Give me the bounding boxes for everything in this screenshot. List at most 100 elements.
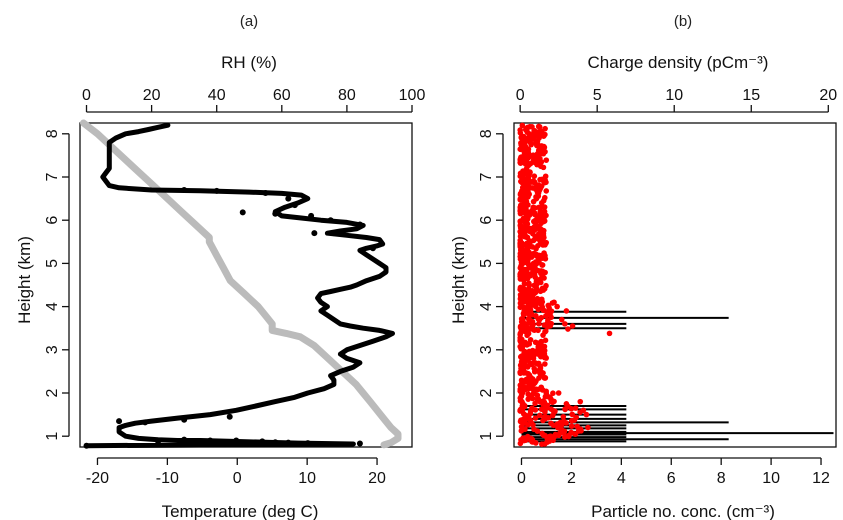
bottom-axis-tick-label: -20 [86,470,109,487]
charge-density-point [535,142,542,149]
charge-density-point [558,427,565,434]
bottom-axis-tick-label: 10 [762,470,780,487]
charge-density-point [550,390,556,397]
charge-density-point [533,253,540,259]
charge-density-point [533,285,540,292]
charge-density-point [526,138,533,145]
charge-density-point [528,264,535,271]
charge-density-point [541,375,548,381]
charge-density-point [577,398,584,405]
charge-density-point [533,281,539,288]
rh-point [308,212,315,219]
panel-a-label: (a) [240,13,258,30]
charge-density-point [531,179,538,185]
panel-a: (a) RH (%) Temperature (deg C) Height (k… [15,13,425,520]
charge-density-point [530,198,537,205]
charge-density-point [539,273,546,279]
charge-density-point [529,124,535,130]
charge-density-point [538,159,545,165]
charge-density-point [519,386,525,393]
panel-b-bottom-axis: 0 2 4 6 8 10 12 [517,457,830,487]
charge-density-point [539,262,546,268]
charge-density-point [551,299,557,306]
charge-density-point [540,432,547,439]
charge-density-point [540,332,546,338]
charge-density-point [568,423,575,429]
charge-density-point [519,343,526,349]
charge-density-point [539,268,546,275]
y-axis-tick-label: 1 [478,432,495,441]
charge-density-point [568,405,575,412]
charge-density-point [551,409,557,416]
charge-density-point [563,401,570,407]
charge-density-point [517,219,524,226]
charge-density-point [542,361,548,367]
charge-density-point [518,303,525,309]
top-axis-tick-label: 20 [143,87,161,104]
charge-density-point [517,233,524,240]
charge-density-point [542,393,549,400]
rh-point [213,187,220,194]
charge-density-point [565,326,571,332]
rh-point [304,440,311,447]
bottom-axis-tick-label: 0 [233,470,242,487]
charge-density-point [543,157,550,163]
charge-density-point [530,386,536,393]
charge-density-point [541,407,547,413]
charge-density-point [560,413,567,420]
charge-density-point [568,429,574,436]
charge-density-point [541,351,548,357]
charge-density-point [537,279,544,286]
charge-density-point [526,240,532,247]
panel-b-y-axis: 1 2 3 4 5 6 7 8 [478,129,504,441]
y-axis-tick-label: 7 [478,172,495,181]
charge-density-point [532,400,538,407]
charge-density-point [532,360,539,366]
charge-density-point [523,370,529,376]
charge-density-point [558,422,565,429]
charge-density-point [524,266,530,273]
panel-a-y-axis: 1 2 3 4 5 6 7 8 [44,129,70,441]
top-axis-tick-label: 20 [819,87,837,104]
charge-density-point [519,122,526,129]
top-axis-tick-label: 15 [742,87,760,104]
bottom-axis-tick-label: 12 [812,470,830,487]
charge-density-point [537,399,544,405]
charge-density-point [526,340,532,347]
rh-point [181,436,188,443]
charge-density-point [531,271,538,278]
rh-point [83,442,90,449]
charge-density-point [531,173,538,179]
charge-density-point [532,415,539,421]
charge-density-point [518,228,525,235]
charge-density-point [569,411,575,418]
charge-density-point [540,164,547,171]
charge-density-point [541,144,548,151]
y-axis-tick-label: 2 [44,388,61,397]
bottom-axis-tick-label: 0 [517,470,526,487]
charge-density-point [522,437,529,444]
rh-point [233,437,240,444]
charge-density-point [526,173,532,179]
charge-density-point [540,197,547,204]
charge-density-point [546,305,552,311]
y-axis-tick-label: 5 [478,259,495,268]
charge-density-point [517,253,524,260]
charge-density-point [532,378,538,385]
charge-density-point [549,399,556,406]
charge-density-point [534,161,540,168]
charge-density-point [518,358,525,365]
charge-density-point [529,352,535,359]
charge-density-point [528,310,534,317]
y-axis-tick-label: 6 [44,216,61,225]
charge-density-point [533,313,539,319]
charge-density-point [519,188,525,194]
charge-density-point [517,294,524,301]
charge-density-point [526,319,532,326]
top-axis-tick-label: 0 [82,87,91,104]
top-axis-tick-label: 60 [273,87,291,104]
charge-density-point [522,126,529,133]
charge-density-point [522,180,529,187]
charge-density-point [517,408,523,414]
rh-point [311,230,318,237]
